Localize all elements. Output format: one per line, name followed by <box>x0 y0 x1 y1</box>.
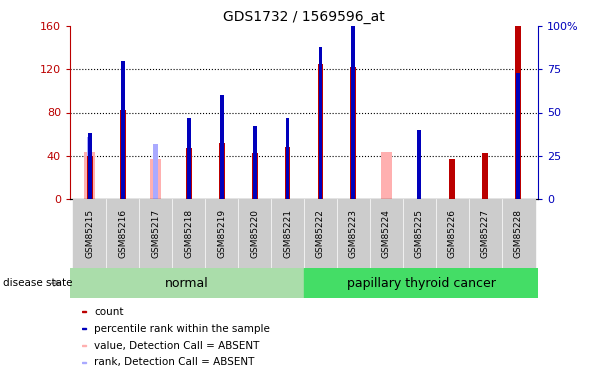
Bar <box>502 199 535 268</box>
Text: GSM85222: GSM85222 <box>316 209 325 258</box>
Bar <box>84 152 95 199</box>
Text: GSM85223: GSM85223 <box>349 209 358 258</box>
Bar <box>82 362 86 363</box>
Bar <box>350 67 356 199</box>
Bar <box>70 268 304 298</box>
Bar <box>153 144 158 199</box>
Bar <box>150 159 161 199</box>
Text: rank, Detection Call = ABSENT: rank, Detection Call = ABSENT <box>94 357 255 368</box>
Text: GSM85226: GSM85226 <box>448 209 457 258</box>
Text: GSM85227: GSM85227 <box>481 209 490 258</box>
Bar <box>139 199 172 268</box>
Bar <box>285 147 291 199</box>
Text: GSM85221: GSM85221 <box>283 209 292 258</box>
Bar <box>436 199 469 268</box>
Bar <box>403 199 436 268</box>
Bar <box>121 61 125 199</box>
Bar <box>381 152 392 199</box>
Text: GSM85218: GSM85218 <box>184 209 193 258</box>
Bar <box>351 26 356 199</box>
Text: GSM85217: GSM85217 <box>151 209 160 258</box>
Bar <box>185 148 192 199</box>
Bar <box>73 199 106 268</box>
Text: GSM85215: GSM85215 <box>85 209 94 258</box>
Bar <box>482 153 488 199</box>
Bar <box>337 199 370 268</box>
Bar <box>516 73 520 199</box>
Bar <box>271 199 304 268</box>
Bar <box>418 130 421 199</box>
Text: percentile rank within the sample: percentile rank within the sample <box>94 324 271 334</box>
Text: count: count <box>94 307 124 317</box>
Bar <box>304 268 538 298</box>
Text: disease state: disease state <box>3 278 72 288</box>
Bar <box>469 199 502 268</box>
Bar <box>106 199 139 268</box>
Text: value, Detection Call = ABSENT: value, Detection Call = ABSENT <box>94 340 260 351</box>
Bar <box>82 345 86 346</box>
Bar <box>187 118 190 199</box>
Bar <box>317 64 323 199</box>
Text: papillary thyroid cancer: papillary thyroid cancer <box>347 277 496 290</box>
Bar <box>172 199 205 268</box>
Text: normal: normal <box>165 277 209 290</box>
Bar <box>219 95 224 199</box>
Bar <box>252 126 257 199</box>
Text: GSM85225: GSM85225 <box>415 209 424 258</box>
Bar <box>205 199 238 268</box>
Bar <box>120 110 126 199</box>
Text: GSM85220: GSM85220 <box>250 209 259 258</box>
Bar <box>370 199 403 268</box>
Text: GSM85219: GSM85219 <box>217 209 226 258</box>
Bar <box>449 159 455 199</box>
Bar <box>88 133 92 199</box>
Bar <box>516 26 521 199</box>
Title: GDS1732 / 1569596_at: GDS1732 / 1569596_at <box>223 10 385 24</box>
Bar <box>286 118 289 199</box>
Bar <box>219 143 224 199</box>
Text: GSM85216: GSM85216 <box>118 209 127 258</box>
Bar <box>319 47 322 199</box>
Bar <box>238 199 271 268</box>
Bar <box>88 136 92 199</box>
Text: GSM85228: GSM85228 <box>514 209 523 258</box>
Bar <box>87 156 92 199</box>
Text: GSM85224: GSM85224 <box>382 209 391 258</box>
Bar <box>82 328 86 329</box>
Bar <box>252 153 258 199</box>
Bar <box>304 199 337 268</box>
